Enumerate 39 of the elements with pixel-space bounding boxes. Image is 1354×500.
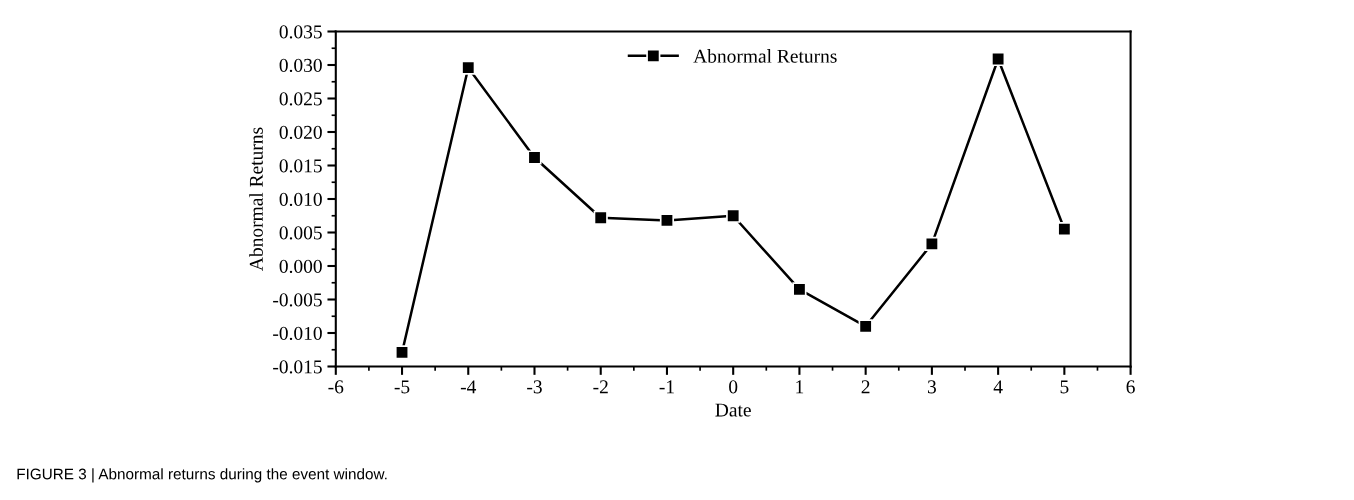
- point: [858, 319, 873, 334]
- y-tick-label: 0.015: [279, 159, 322, 173]
- y-tick-label: 0.020: [279, 125, 322, 140]
- y-tick-label: -0.010: [273, 326, 322, 341]
- point: [659, 213, 675, 228]
- point: [991, 51, 1006, 67]
- y-tick-label: 0.010: [279, 192, 322, 207]
- legend-label: Abnormal Returns: [693, 49, 837, 63]
- y-tick-label: 0.030: [279, 58, 322, 73]
- y-axis-title: Abnormal Returns: [249, 127, 263, 271]
- x-tick-label: -6: [328, 380, 344, 394]
- x-tick-label: 2: [861, 380, 870, 394]
- point: [394, 345, 410, 360]
- x-tick-label: -3: [527, 380, 542, 394]
- x-axis-title: Date: [715, 403, 751, 417]
- point: [461, 60, 476, 75]
- x-tick-label: 0: [729, 380, 738, 394]
- point: [527, 150, 542, 165]
- x-tick-label: 3: [927, 380, 936, 394]
- x-tick-label: 1: [796, 380, 804, 394]
- x-tick-label: -2: [593, 380, 608, 394]
- point: [1057, 222, 1072, 237]
- x-tick-label: -4: [460, 380, 477, 394]
- caption: FIGURE 3 | Abnormal returns during the event window.: [17, 468, 387, 483]
- x-tick-label: 6: [1126, 380, 1135, 394]
- x-tick-label: 5: [1060, 380, 1069, 394]
- point: [726, 208, 741, 223]
- y-tick-label: 0.000: [279, 259, 322, 274]
- point: [792, 282, 807, 297]
- point: [924, 236, 939, 251]
- x-tick-label: 4: [993, 380, 1003, 394]
- x-tick-label: -5: [394, 380, 410, 394]
- point: [593, 210, 608, 225]
- y-tick-label: 0.005: [279, 226, 322, 240]
- y-tick-label: -0.015: [273, 360, 322, 374]
- x-tick-label: -1: [659, 380, 674, 394]
- y-tick-label: -0.005: [273, 293, 322, 307]
- y-tick-label: 0.025: [279, 92, 322, 106]
- y-tick-label: 0.035: [279, 25, 322, 39]
